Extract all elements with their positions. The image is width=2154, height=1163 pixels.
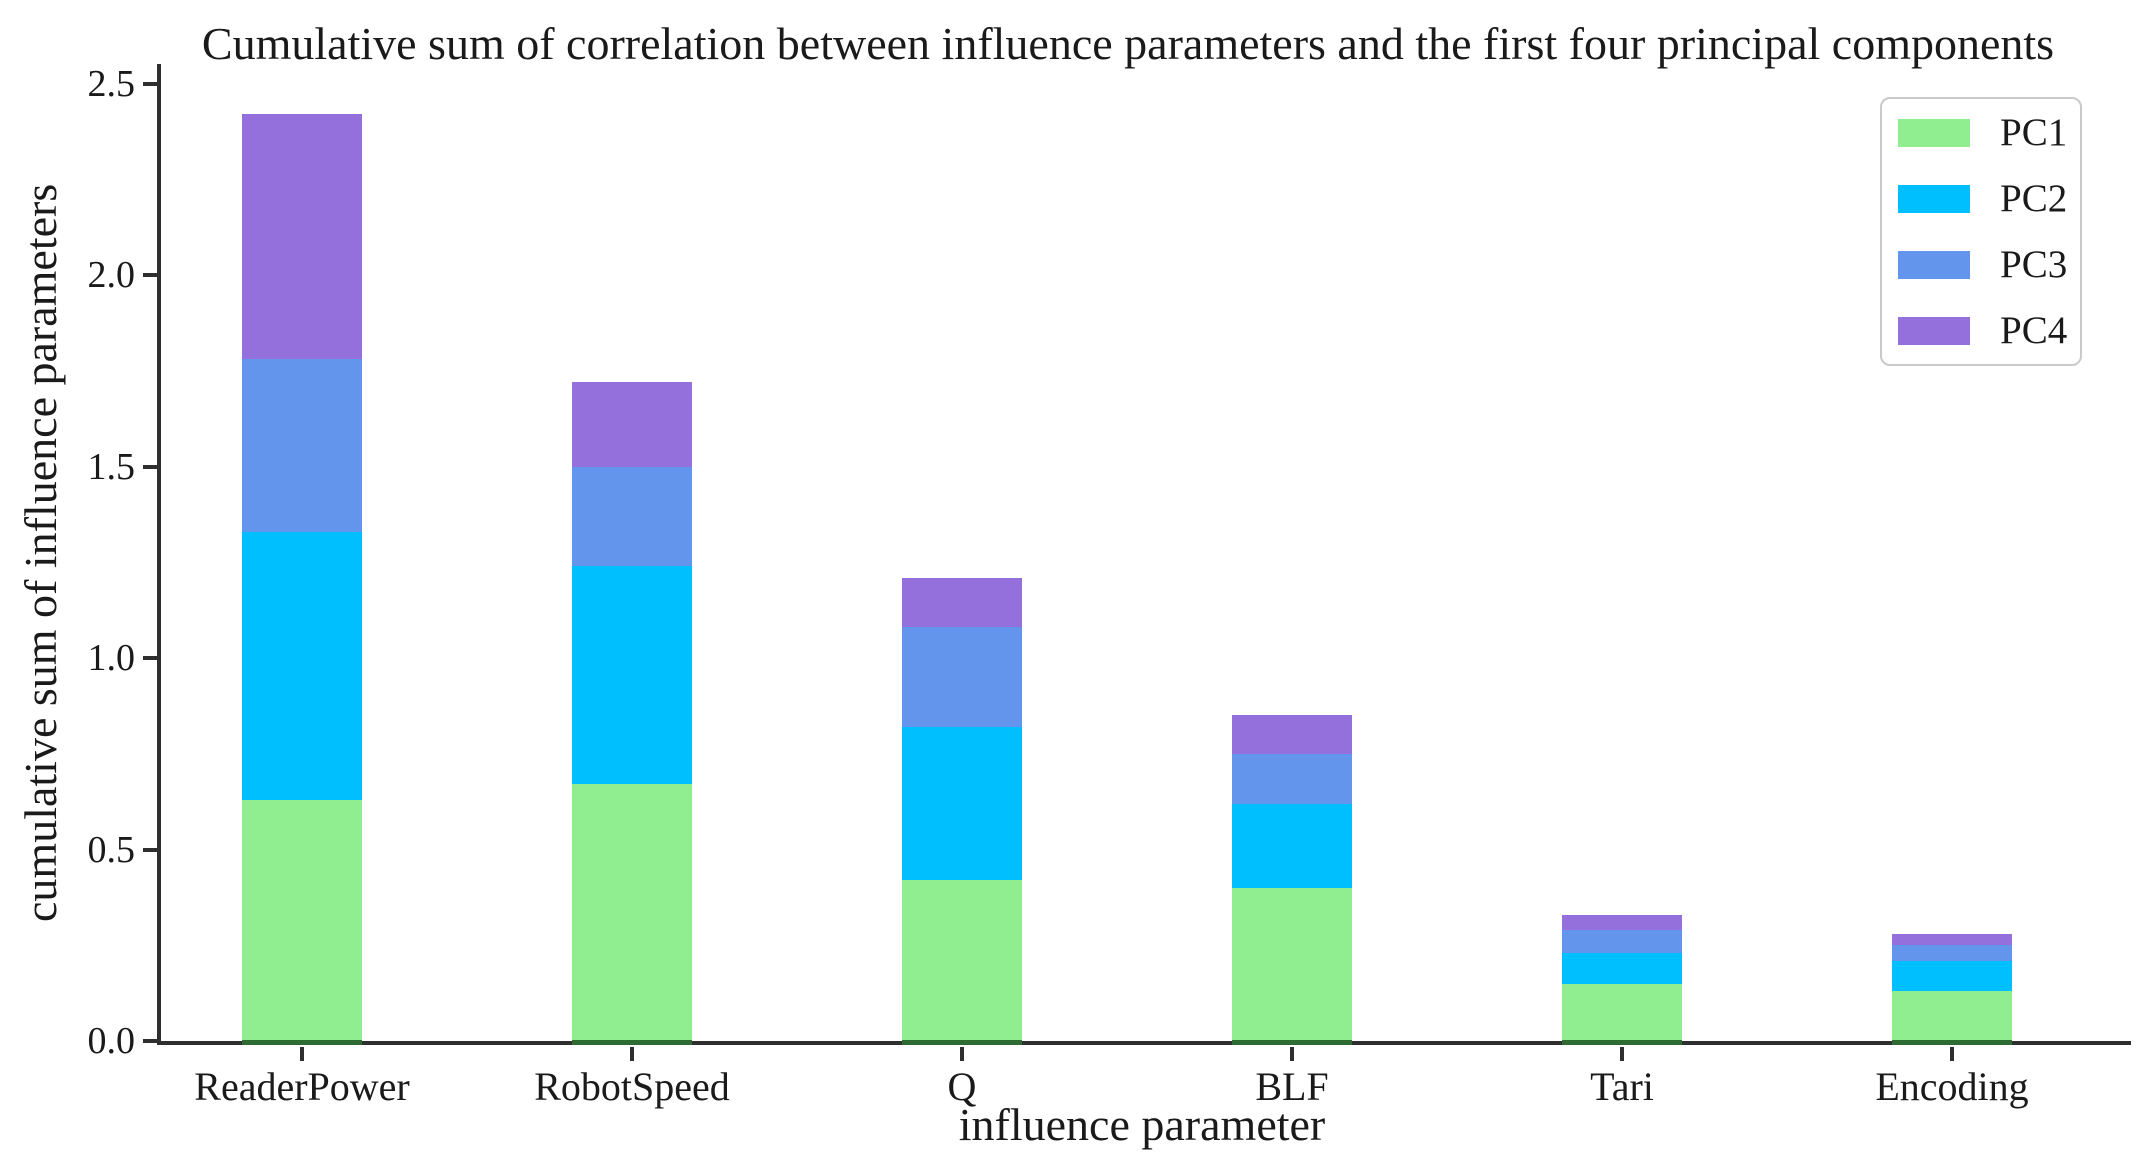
bar-segment-pc3 <box>1562 929 1682 953</box>
bar-segment-pc1 <box>1892 991 2012 1041</box>
bar-segment-pc4 <box>1232 715 1352 754</box>
y-tick-mark <box>143 81 157 86</box>
plot-area: 0.0 0.5 1.0 1.5 2.0 2.5 ReaderPower RobotSpeed Q… <box>88 63 2131 1109</box>
bar-segment-pc1 <box>1232 887 1352 1041</box>
y-tick-label: 0.5 <box>87 828 136 871</box>
bar-readerpower <box>242 114 362 1045</box>
legend-swatch-pc2 <box>1898 184 1970 213</box>
bar-segment-pc2 <box>1232 803 1352 888</box>
x-tick-label-q: Q <box>947 1064 977 1109</box>
legend-swatch-pc3 <box>1898 250 1970 279</box>
bar-base-edge <box>242 1040 362 1045</box>
y-tick-label: 1.5 <box>87 445 136 488</box>
bar-segment-pc1 <box>572 784 692 1041</box>
bar-base-edge <box>1562 1040 1682 1045</box>
legend-item-pc3: PC3 <box>1898 243 2068 286</box>
legend-item-pc2: PC2 <box>1898 177 2068 220</box>
legend-label-pc1: PC1 <box>2000 111 2068 154</box>
x-tick-label-encoding: Encoding <box>1875 1064 2029 1109</box>
bar-blf <box>1232 715 1352 1045</box>
y-tick-mark <box>143 656 157 660</box>
y-tick-label: 0.0 <box>87 1020 136 1062</box>
bar-segment-pc3 <box>902 627 1022 727</box>
y-tick-label: 2.0 <box>87 254 136 296</box>
bar-tari <box>1562 914 1682 1045</box>
bar-segment-pc1 <box>902 880 1022 1041</box>
legend-item-pc1: PC1 <box>1898 111 2068 154</box>
x-tick-mark <box>300 1047 304 1061</box>
x-tick-mark <box>1290 1047 1294 1061</box>
bar-segment-pc2 <box>572 566 692 785</box>
y-tick-mark <box>143 1039 157 1043</box>
bar-segment-pc2 <box>1562 952 1682 984</box>
y-tick-mark <box>143 847 157 852</box>
bar-base-edge <box>902 1040 1022 1045</box>
legend-label-pc3: PC3 <box>2000 243 2068 286</box>
legend-swatch-pc1 <box>1898 118 1970 147</box>
x-tick-label-tari: Tari <box>1590 1064 1654 1109</box>
x-tick-mark <box>1620 1047 1624 1061</box>
bar-base-edge <box>1892 1040 2012 1045</box>
bar-segment-pc4 <box>902 577 1022 628</box>
x-tick-label-blf: BLF <box>1255 1064 1329 1109</box>
x-tick-label-robotspeed: RobotSpeed <box>534 1064 730 1109</box>
legend-label-pc2: PC2 <box>2000 177 2068 220</box>
y-tick-mark <box>143 464 157 469</box>
bar-segment-pc3 <box>572 466 692 567</box>
y-axis-label: cumulative sum of influence parameters <box>15 183 66 922</box>
legend-label-pc4: PC4 <box>2000 309 2068 352</box>
bar-base-edge <box>572 1040 692 1045</box>
legend-swatch-pc4 <box>1898 316 1970 345</box>
bar-segment-pc3 <box>242 359 362 532</box>
bar-q <box>902 577 1022 1045</box>
y-tick-label: 1.0 <box>87 637 136 679</box>
bar-segment-pc3 <box>1892 945 2012 961</box>
bar-segment-pc4 <box>572 382 692 467</box>
bar-segment-pc2 <box>1892 960 2012 992</box>
bar-segment-pc2 <box>242 531 362 800</box>
legend: PC1 PC2 PC3 PC4 <box>1880 97 2082 366</box>
x-tick-label-readerpower: ReaderPower <box>194 1064 410 1109</box>
y-tick-label: 2.5 <box>87 62 136 105</box>
legend-item-pc4: PC4 <box>1898 309 2068 352</box>
bar-base-edge <box>1232 1040 1352 1045</box>
bar-segment-pc1 <box>242 799 362 1041</box>
x-axis-label: influence parameter <box>958 1099 1326 1150</box>
bar-robotspeed <box>572 382 692 1045</box>
bar-segment-pc4 <box>1562 914 1682 930</box>
y-tick-mark <box>143 273 157 277</box>
bar-segment-pc4 <box>242 114 362 360</box>
bar-segment-pc1 <box>1562 983 1682 1041</box>
x-tick-mark <box>630 1047 634 1061</box>
x-tick-mark <box>1950 1047 1954 1061</box>
bar-segment-pc4 <box>1892 933 2012 946</box>
bar-segment-pc3 <box>1232 753 1352 804</box>
bar-encoding <box>1892 933 2012 1045</box>
bar-segment-pc2 <box>902 726 1022 881</box>
x-tick-mark <box>960 1047 964 1061</box>
chart-title: Cumulative sum of correlation between in… <box>201 18 2055 69</box>
